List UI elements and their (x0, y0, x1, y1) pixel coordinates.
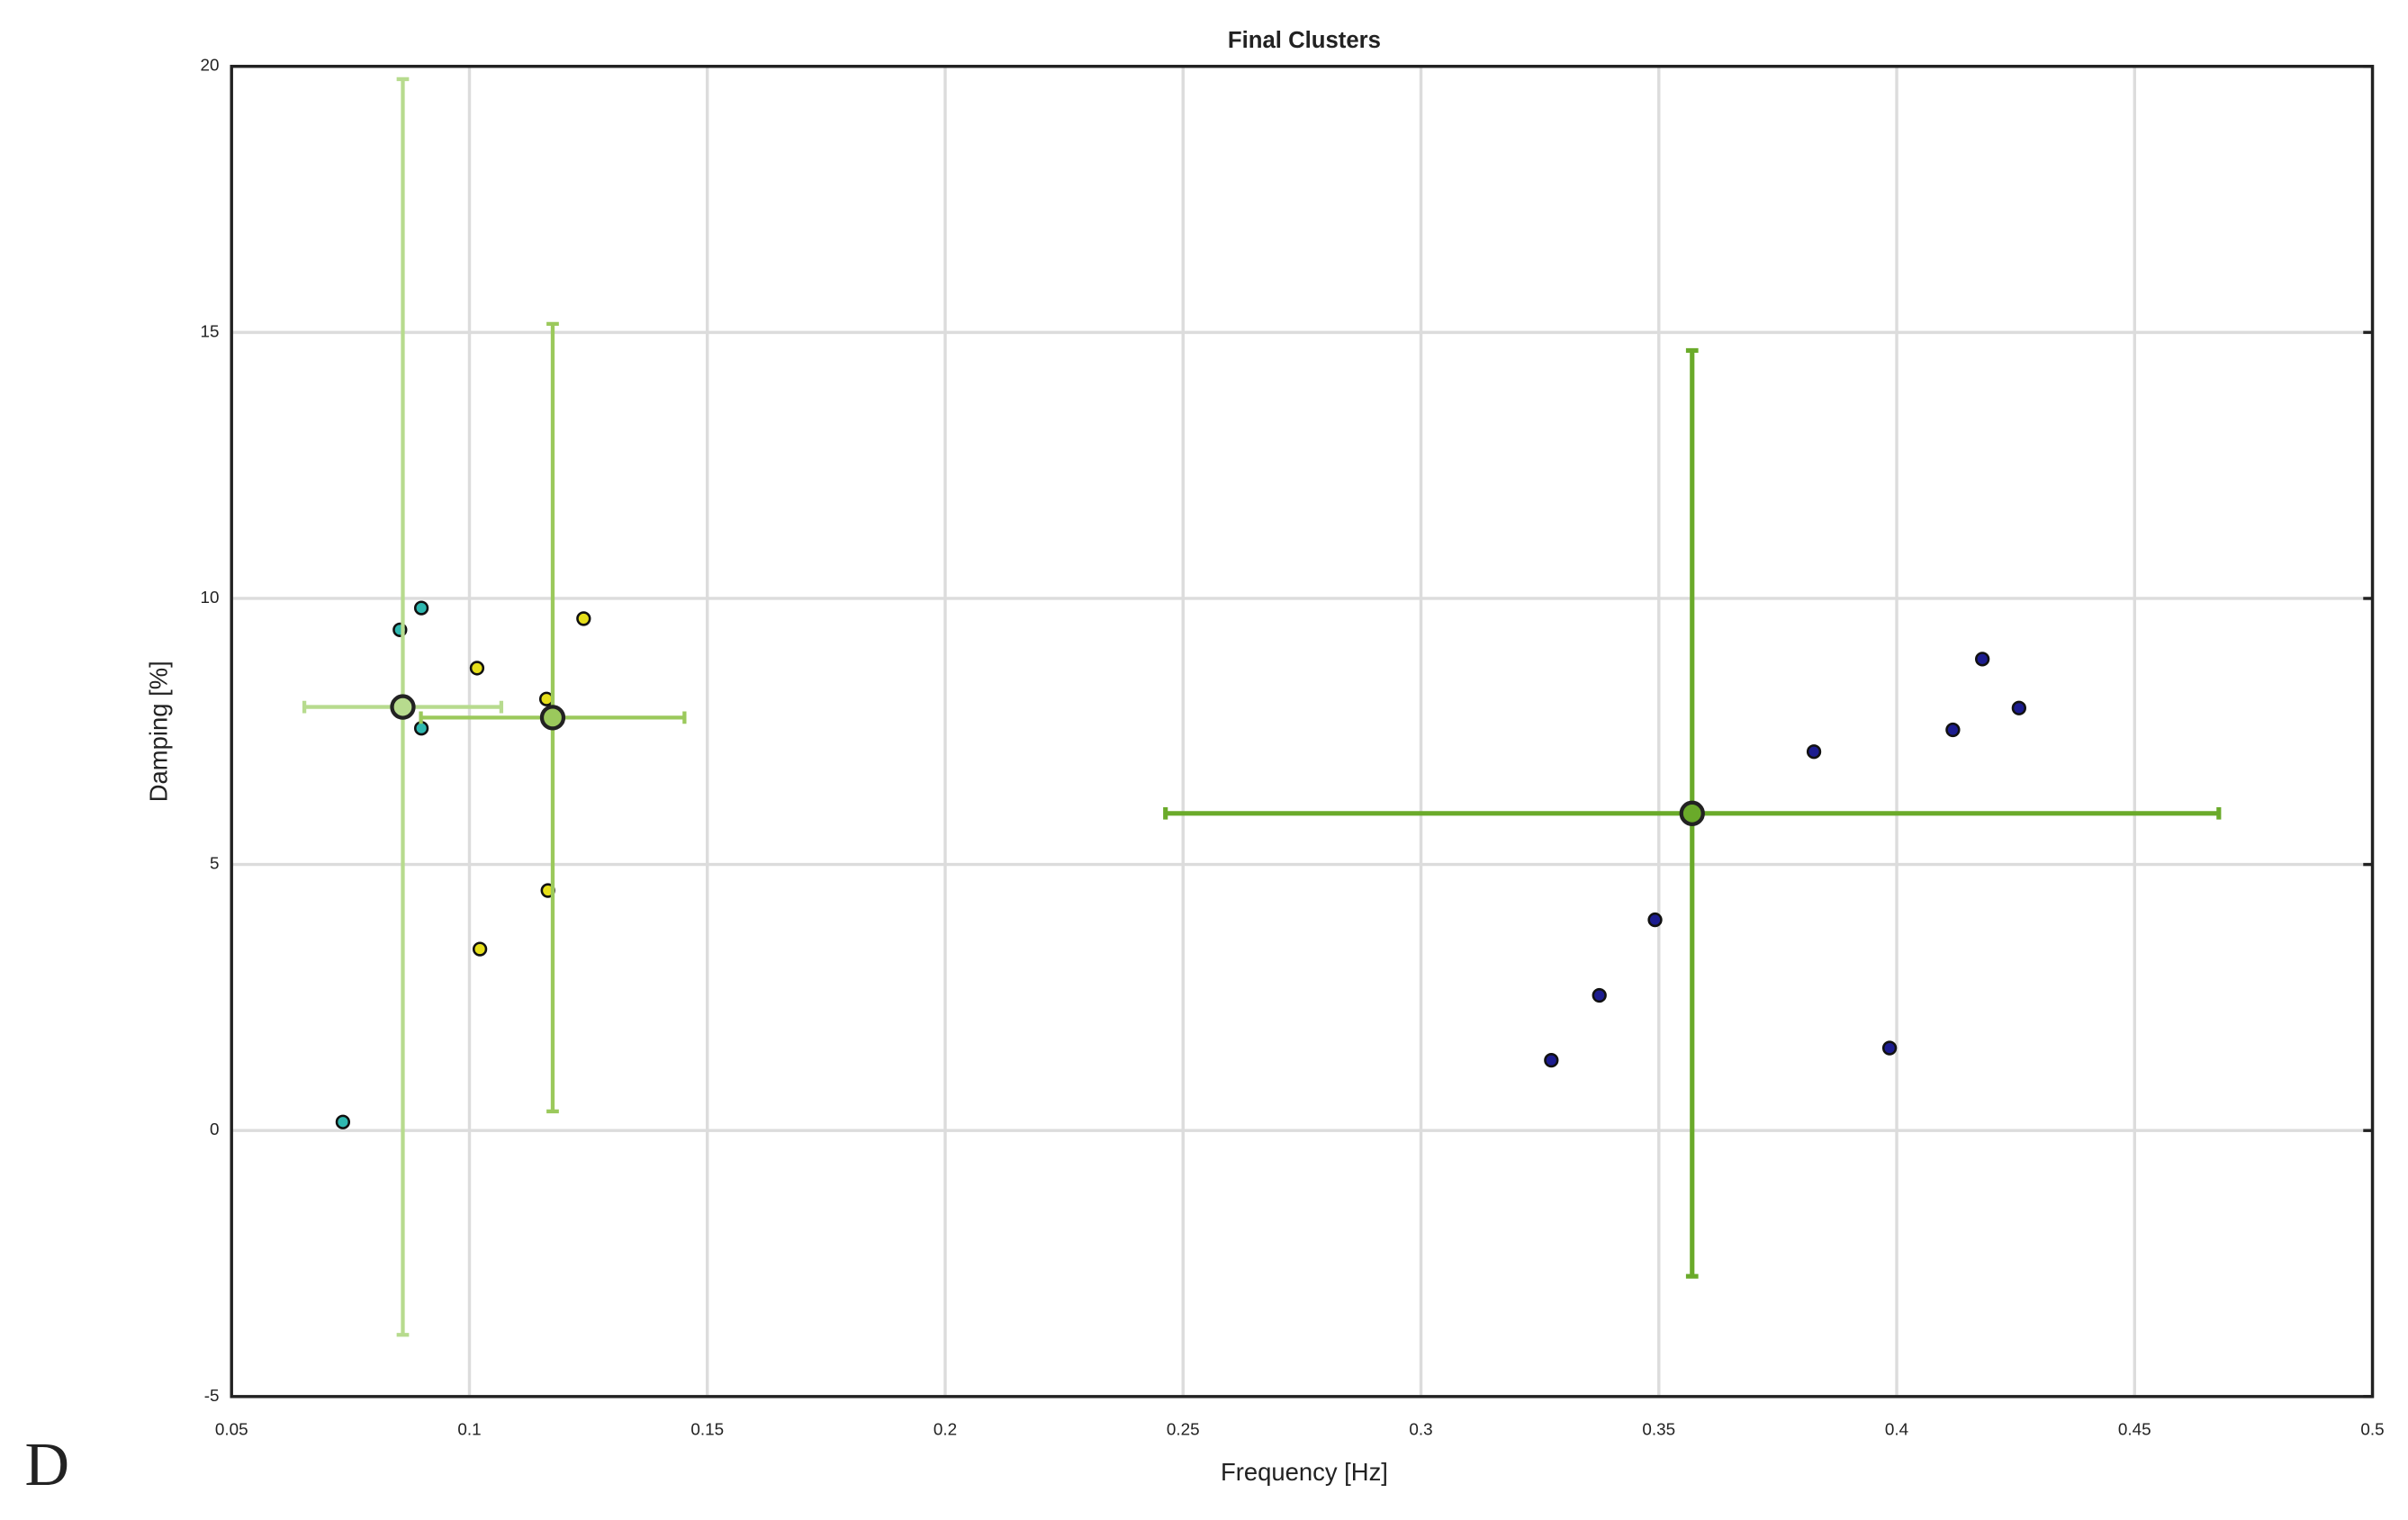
point (2011, 700, 2027, 715)
plot-frame (230, 65, 2375, 1399)
y-tick-label: -5 (204, 1386, 220, 1405)
y-tick-label: 15 (201, 321, 220, 340)
x-tick-label: 0.3 (1409, 1420, 1432, 1439)
point (472, 941, 488, 957)
y-tick-label: 20 (201, 56, 220, 75)
y-tick-label: 5 (210, 854, 219, 873)
point (1881, 1040, 1898, 1056)
x-tick-label: 0.1 (457, 1420, 481, 1439)
x-tick-label: 0.5 (2360, 1420, 2384, 1439)
point (413, 721, 429, 736)
point (1945, 722, 1961, 738)
x-tick-label: 0.35 (1642, 1420, 1675, 1439)
x-tick-label: 0.2 (933, 1420, 957, 1439)
point (1544, 1053, 1559, 1068)
panel-label: D (24, 1430, 69, 1498)
point (1647, 912, 1663, 928)
y-axis-label: Damping [%] (145, 661, 173, 802)
cluster-center (390, 694, 416, 720)
cluster-center (1679, 800, 1705, 826)
point (1806, 744, 1822, 760)
point (576, 611, 591, 626)
cluster-center (539, 705, 566, 731)
x-tick-label: 0.05 (215, 1420, 248, 1439)
plot-area (231, 66, 2373, 1397)
chart-title: Final Clusters (1228, 28, 1381, 53)
x-tick-label: 0.15 (690, 1420, 724, 1439)
point (1592, 987, 1607, 1003)
x-axis-label: Frequency [Hz] (1221, 1458, 1388, 1486)
y-tick-label: 10 (201, 588, 220, 607)
x-tick-label: 0.25 (1167, 1420, 1200, 1439)
point (1975, 652, 1990, 667)
x-tick-label: 0.45 (2118, 1420, 2151, 1439)
point (413, 600, 429, 616)
point (335, 1114, 351, 1129)
y-tick-label: 0 (210, 1120, 219, 1138)
point (469, 661, 485, 676)
x-tick-label: 0.4 (1885, 1420, 1908, 1439)
